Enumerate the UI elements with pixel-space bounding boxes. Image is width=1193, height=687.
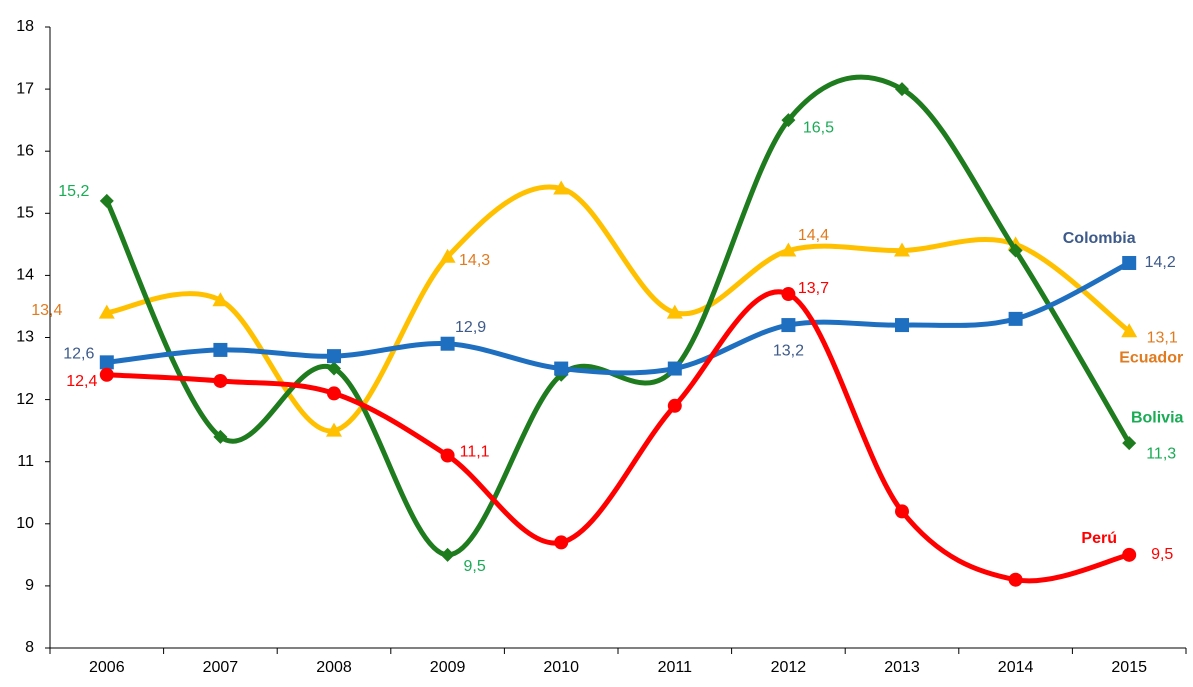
marker: [1008, 311, 1023, 326]
data-label: 15,2: [58, 183, 89, 200]
marker: [554, 361, 569, 376]
data-label: 13,2: [773, 342, 804, 359]
marker: [895, 318, 909, 333]
data-label: 9,5: [1151, 546, 1173, 563]
line: [106, 289, 1130, 584]
x-tick-label: 2011: [658, 659, 693, 676]
marker: [1008, 572, 1023, 587]
data-label: 9,5: [463, 558, 485, 575]
marker: [98, 304, 115, 319]
marker: [1121, 323, 1138, 338]
x-tick-label: 2012: [771, 659, 807, 676]
line: [106, 184, 1131, 434]
marker: [1122, 255, 1137, 270]
marker: [780, 242, 797, 257]
data-label: 14,3: [459, 252, 490, 269]
data-label: 14,2: [1145, 254, 1176, 271]
marker: [213, 429, 228, 444]
y-tick-label: 16: [16, 142, 34, 159]
data-label: 11,1: [460, 444, 490, 461]
x-tick-label: 2015: [1111, 659, 1147, 676]
series: 12,4 11,1 13,7 9,5 Perú: [66, 280, 1173, 587]
marker: [327, 349, 341, 364]
data-label: 14,4: [798, 227, 829, 244]
marker: [99, 193, 114, 208]
y-tick-label: 11: [17, 453, 34, 470]
marker: [667, 398, 682, 413]
marker: [99, 367, 114, 382]
marker: [440, 448, 455, 463]
series-label: Colombia: [1063, 230, 1136, 247]
marker: [895, 504, 909, 519]
x-tick-label: 2014: [998, 659, 1034, 676]
line: [106, 260, 1131, 376]
marker: [554, 535, 569, 550]
series: 12,6 12,9 13,2 14,2 Colombia: [63, 230, 1176, 376]
y-tick-label: 8: [25, 639, 34, 656]
marker: [213, 373, 228, 388]
marker: [781, 113, 796, 128]
marker: [894, 242, 910, 257]
x-tick-label: 2008: [316, 659, 352, 676]
y-tick-label: 18: [16, 18, 34, 35]
y-tick-label: 14: [16, 267, 34, 284]
x-tick-label: 2006: [89, 659, 125, 676]
data-label: 16,5: [803, 119, 834, 136]
marker: [781, 318, 796, 333]
marker: [895, 82, 909, 97]
marker: [553, 180, 570, 195]
marker: [99, 355, 114, 370]
data-label: 13,7: [798, 280, 829, 297]
data-label: 12,4: [66, 373, 97, 390]
series: 13,4 14,3 14,4 13,1 Ecuador: [31, 180, 1183, 437]
y-tick-label: 13: [16, 329, 34, 346]
x-tick-label: 2013: [884, 659, 920, 676]
marker: [212, 292, 229, 307]
data-label: 11,3: [1146, 445, 1176, 462]
marker: [1122, 547, 1137, 562]
marker: [213, 342, 228, 357]
marker: [440, 547, 455, 562]
y-tick-label: 17: [16, 80, 34, 97]
series-label: Ecuador: [1119, 350, 1183, 367]
marker: [440, 336, 455, 351]
series-label: Bolivia: [1131, 409, 1184, 426]
y-tick-label: 9: [25, 577, 34, 594]
marker: [1122, 436, 1137, 451]
marker: [326, 422, 342, 437]
y-tick-label: 12: [16, 391, 34, 408]
marker: [781, 287, 796, 302]
series-label: Perú: [1081, 530, 1117, 547]
marker: [667, 361, 682, 376]
marker: [327, 386, 341, 401]
marker: [327, 361, 341, 376]
x-tick-label: 2007: [203, 659, 239, 676]
y-tick-label: 10: [16, 515, 34, 532]
data-label: 13,1: [1147, 330, 1178, 347]
line: [104, 74, 1132, 558]
series: 15,2 9,5 16,5 11,3 Bolivia: [58, 74, 1184, 575]
x-tick-label: 2009: [430, 659, 466, 676]
data-label: 13,4: [31, 302, 62, 319]
marker: [1008, 243, 1023, 258]
data-label: 12,6: [63, 346, 94, 363]
data-label: 12,9: [455, 319, 486, 336]
y-tick-label: 15: [16, 205, 34, 222]
marker: [439, 248, 456, 263]
marker: [666, 304, 683, 319]
x-tick-label: 2010: [543, 659, 579, 676]
